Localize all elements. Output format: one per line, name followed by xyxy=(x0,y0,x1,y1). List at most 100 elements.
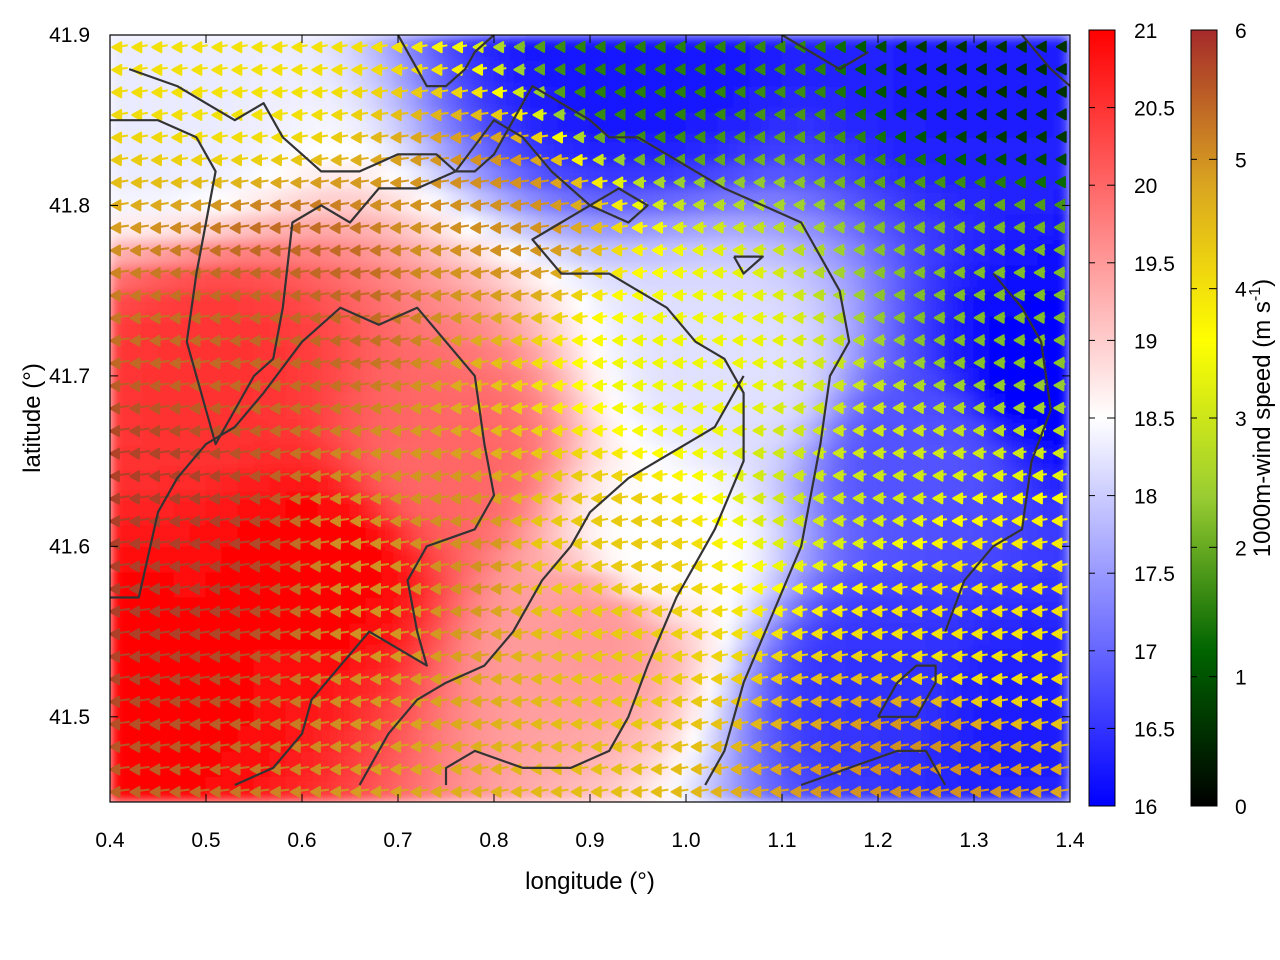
wind-arrow xyxy=(993,311,1006,324)
wind-arrow xyxy=(490,357,509,370)
temperature-cell xyxy=(621,136,639,164)
wind-arrow xyxy=(111,41,128,54)
wind-arrow xyxy=(470,199,490,212)
wind-arrow xyxy=(851,650,869,663)
wind-arrow xyxy=(510,334,529,347)
wind-arrow xyxy=(794,131,806,144)
wind-arrow xyxy=(911,672,929,685)
temperature-cell xyxy=(317,520,335,547)
wind-arrow xyxy=(490,695,509,708)
temperature-cell xyxy=(733,315,751,343)
wind-arrow xyxy=(855,40,867,53)
wind-arrow xyxy=(1010,763,1029,776)
wind-arrow xyxy=(289,402,310,415)
colorbar-tick-label: 17 xyxy=(1134,641,1157,664)
wind-arrow xyxy=(390,673,410,686)
wind-arrow xyxy=(574,86,586,99)
colorbar-tick-label: 18 xyxy=(1134,486,1157,509)
temperature-cell xyxy=(701,596,719,624)
wind-arrow xyxy=(570,537,589,550)
wind-arrow xyxy=(110,176,129,189)
wind-arrow xyxy=(249,312,270,325)
wind-arrow xyxy=(672,379,688,392)
temperature-cell xyxy=(941,443,959,471)
wind-arrow xyxy=(991,492,1008,505)
wind-arrow xyxy=(470,650,489,663)
wind-arrow xyxy=(995,130,1007,143)
wind-arrow xyxy=(852,537,867,550)
wind-arrow xyxy=(934,176,946,189)
wind-arrow xyxy=(269,425,290,438)
wind-arrow xyxy=(932,447,947,460)
wind-arrow xyxy=(128,492,151,505)
wind-arrow xyxy=(450,289,470,302)
wind-arrow xyxy=(531,424,549,437)
temperature-cell xyxy=(653,750,671,777)
wind-arrow xyxy=(129,379,150,392)
temperature-cell xyxy=(429,136,447,164)
wind-arrow xyxy=(771,650,789,663)
wind-arrow xyxy=(832,469,847,482)
wind-arrow xyxy=(110,763,130,776)
wind-arrow xyxy=(1011,650,1028,663)
wind-arrow xyxy=(530,650,549,663)
temperature-cell xyxy=(157,648,175,675)
wind-arrow xyxy=(430,740,449,753)
wind-arrow xyxy=(129,289,150,302)
temperature-cell xyxy=(941,520,959,547)
wind-arrow xyxy=(311,86,328,99)
temperature-cell xyxy=(221,775,239,802)
wind-arrow xyxy=(130,199,149,212)
temperature-cell xyxy=(141,264,159,292)
temperature-cell xyxy=(221,596,239,624)
wind-arrow xyxy=(110,628,131,641)
wind-arrow xyxy=(875,40,887,53)
wind-arrow xyxy=(1051,492,1068,505)
wind-arrow xyxy=(430,244,450,257)
wind-arrow xyxy=(611,266,628,279)
wind-arrow xyxy=(370,605,390,618)
wind-arrow xyxy=(271,108,288,121)
wind-arrow xyxy=(289,582,310,595)
wind-arrow xyxy=(610,582,629,595)
wind-arrow xyxy=(871,650,889,663)
wind-arrow xyxy=(168,605,191,618)
temperature-cell xyxy=(861,213,879,241)
wind-arrow xyxy=(690,740,709,753)
wind-arrow xyxy=(309,470,330,483)
wind-arrow xyxy=(892,447,907,460)
wind-arrow xyxy=(893,198,906,211)
wind-arrow xyxy=(590,627,609,640)
wind-arrow xyxy=(831,605,848,618)
wind-arrow xyxy=(209,357,230,370)
temperature-cell xyxy=(1037,213,1055,241)
wind-arrow xyxy=(633,153,646,166)
wind-arrow xyxy=(714,40,726,53)
wind-arrow xyxy=(713,153,726,166)
temperature-cell xyxy=(781,699,799,726)
wind-arrow xyxy=(754,108,766,121)
wind-arrow xyxy=(490,221,510,234)
wind-arrow xyxy=(610,560,629,573)
temperature-cell xyxy=(621,622,639,650)
wind-arrow xyxy=(872,514,887,527)
wind-arrow xyxy=(831,582,848,595)
temperature-cell xyxy=(397,111,415,138)
wind-arrow xyxy=(251,154,269,167)
temperature-cell xyxy=(637,35,655,62)
wind-arrow xyxy=(151,41,168,54)
temperature-cell xyxy=(541,60,559,87)
temperature-cell xyxy=(573,315,591,343)
temperature-cell xyxy=(861,239,879,266)
wind-arrow xyxy=(975,63,987,76)
temperature-cell xyxy=(317,443,335,471)
temperature-cell xyxy=(253,187,271,215)
wind-arrow xyxy=(390,176,410,189)
wind-arrow xyxy=(110,221,129,234)
temperature-cell xyxy=(301,213,319,241)
temperature-cell xyxy=(1037,750,1055,777)
wind-arrow xyxy=(570,560,589,573)
wind-arrow xyxy=(1033,401,1046,414)
wind-arrow xyxy=(510,289,529,302)
colorbar-tick-label: 16.5 xyxy=(1134,718,1175,741)
